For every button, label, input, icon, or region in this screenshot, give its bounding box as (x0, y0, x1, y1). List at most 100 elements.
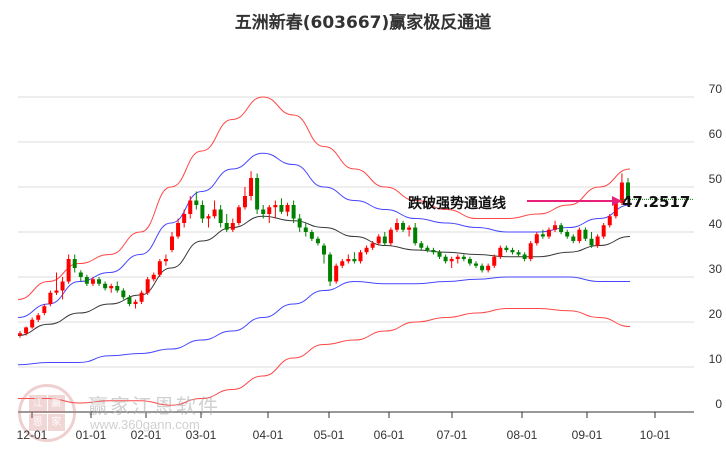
y-tick-label: 10 (708, 352, 722, 366)
candle-down (297, 218, 302, 228)
candle-down (571, 236, 576, 241)
candle-down (291, 205, 296, 219)
x-tick-label: 07-01 (436, 428, 468, 442)
candle-up (486, 265, 491, 271)
x-tick-label: 05-01 (313, 428, 345, 442)
candle-up (595, 236, 600, 246)
candle-down (425, 247, 430, 250)
candle-up (90, 279, 95, 284)
band-inner_upper (17, 152, 631, 318)
grid-lines (18, 96, 694, 368)
candle-up (242, 196, 247, 208)
candle-up (388, 229, 393, 244)
watermark-logo: 江 赢 恩 家 (18, 384, 76, 442)
candle-up (163, 259, 168, 262)
arrow-head (612, 196, 622, 206)
x-tick-label: 10-01 (639, 428, 671, 442)
candle-up (133, 301, 138, 304)
candle-up (370, 243, 375, 248)
candle-up (267, 207, 272, 214)
candle-up (285, 205, 290, 212)
candle-down (443, 256, 448, 262)
candle-down (565, 232, 570, 237)
candle-up (546, 229, 551, 237)
candle-up (601, 225, 606, 237)
candle-down (474, 263, 478, 266)
candle-up (18, 333, 22, 336)
band-outer_upper (17, 96, 631, 300)
candle-down (322, 245, 326, 255)
y-tick-label: 40 (708, 217, 722, 231)
candle-down (461, 256, 466, 259)
candle-up (577, 229, 582, 241)
candle-down (419, 243, 424, 248)
y-tick-label: 30 (708, 262, 722, 276)
candle-up (613, 202, 618, 217)
candle-up (492, 256, 497, 266)
candle-down (72, 259, 77, 268)
watermark-logo-char: 江 (29, 395, 47, 413)
candle-up (24, 327, 29, 334)
y-tick-label: 60 (708, 127, 722, 141)
candle-up (42, 306, 47, 313)
candlesticks (18, 171, 630, 338)
candle-down (127, 297, 132, 304)
candle-up (364, 247, 369, 253)
candle-down (504, 247, 509, 250)
watermark-logo-char: 赢 (47, 395, 65, 413)
x-axis-ticks (31, 412, 656, 418)
candle-up (236, 207, 241, 223)
watermark-brand: 赢家江恩软件 (88, 394, 220, 418)
candle-up (182, 214, 187, 223)
candle-down (437, 252, 442, 257)
candle-up (66, 259, 71, 282)
candle-down (121, 290, 126, 298)
candle-up (498, 247, 503, 257)
candle-down (255, 178, 260, 210)
candle-down (382, 236, 387, 244)
candle-down (540, 234, 545, 237)
candle-up (455, 256, 460, 259)
candle-down (115, 286, 120, 291)
annotation-arrow (527, 196, 622, 206)
y-tick-label: 70 (708, 82, 722, 96)
candle-down (401, 223, 406, 230)
channel-bands (17, 96, 631, 406)
candle-up (145, 279, 150, 293)
candle-up (528, 243, 533, 259)
candle-up (139, 292, 144, 302)
candle-up (619, 182, 624, 203)
candle-down (194, 200, 199, 205)
band-outer_lower (17, 308, 631, 406)
candle-down (510, 250, 515, 253)
candle-up (407, 227, 412, 230)
x-tick-label: 06-01 (373, 428, 405, 442)
candle-up (60, 281, 65, 291)
candle-up (36, 315, 41, 320)
candle-down (315, 238, 320, 244)
candle-up (170, 236, 174, 250)
candle-up (212, 209, 217, 217)
candle-down (522, 254, 527, 259)
candle-up (273, 205, 278, 208)
band-inner_lower (17, 276, 630, 366)
x-tick-label: 03-01 (185, 428, 217, 442)
candle-up (151, 274, 156, 280)
candle-down (97, 279, 102, 284)
y-tick-label: 50 (708, 172, 722, 186)
candle-up (340, 261, 345, 266)
candle-down (279, 205, 284, 212)
candle-down (328, 254, 333, 282)
candle-up (48, 292, 53, 304)
watermark-logo-char: 恩 (29, 413, 47, 431)
candle-up (334, 265, 339, 282)
candle-down (84, 277, 89, 284)
candle-up (376, 236, 381, 244)
x-tick-label: 01-01 (75, 428, 107, 442)
candle-down (78, 272, 83, 277)
candle-down (103, 283, 108, 289)
candle-up (30, 319, 35, 328)
candle-down (352, 259, 357, 262)
x-tick-label: 04-01 (252, 428, 284, 442)
